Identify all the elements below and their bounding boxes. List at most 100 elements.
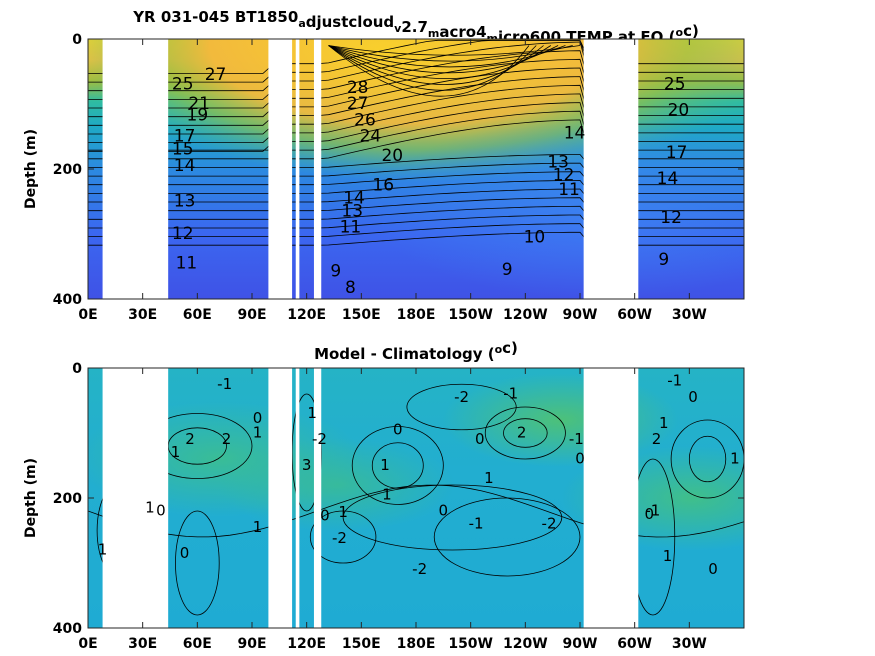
- contour-line: [328, 45, 573, 62]
- contour-label: 1: [253, 518, 263, 536]
- title-text: YR 031-045 BT1850: [132, 8, 298, 26]
- x-tick-label: 90W: [563, 307, 598, 323]
- contour-label: 0: [393, 420, 403, 438]
- contour-line: [351, 426, 444, 505]
- x-tick-label: 150E: [342, 636, 381, 652]
- contour-label: -1: [469, 515, 484, 533]
- land-mask-segment: [268, 39, 293, 299]
- contour-label: 2: [222, 430, 232, 448]
- contour-label: 14: [657, 169, 679, 189]
- bottom-y-axis-label: Depth (m): [23, 458, 39, 538]
- contour-label: 14: [174, 156, 196, 176]
- contour-label: 3: [302, 456, 312, 474]
- contour-label: 27: [205, 65, 227, 85]
- contour-label: 11: [176, 253, 198, 273]
- x-tick-label: 60W: [617, 636, 652, 652]
- contour-label: 14: [564, 123, 586, 143]
- contour-label: 17: [666, 143, 688, 163]
- x-tick-label: 150W: [448, 307, 493, 323]
- x-tick-label: 90W: [563, 636, 598, 652]
- x-tick-label: 120W: [503, 307, 548, 323]
- x-tick-label: 60E: [183, 636, 212, 652]
- x-tick-label: 120E: [287, 307, 326, 323]
- anomaly-contours: [88, 383, 744, 616]
- contour-line: [688, 435, 727, 483]
- land-mask-segment: [583, 39, 639, 299]
- y-tick-label: 400: [53, 292, 82, 308]
- contour-label: 2: [517, 424, 527, 442]
- contour-label: 27: [347, 94, 369, 114]
- x-tick-label: 0E: [78, 636, 97, 652]
- contour-label: 28: [347, 78, 369, 98]
- y-tick-label: 0: [72, 361, 82, 377]
- y-tick-label: 0: [72, 32, 82, 48]
- land-mask-segment: [295, 39, 300, 299]
- x-tick-label: 90E: [237, 636, 266, 652]
- contour-label: 12: [172, 224, 194, 244]
- contour-label: 8: [345, 278, 356, 298]
- top-panel-title: YR 031-045 BT1850adjustcloudv2.7macro4mi…: [132, 8, 699, 46]
- contour-line: [175, 510, 220, 616]
- land-mask: [102, 39, 639, 299]
- x-tick-label: 120W: [503, 636, 548, 652]
- contour-label: 19: [187, 106, 209, 126]
- contour-label: 25: [172, 75, 194, 95]
- land-mask-segment: [295, 368, 300, 628]
- contour-label: 13: [547, 153, 569, 173]
- temperature-panel: YR 031-045 BT1850adjustcloudv2.7macro4mi…: [23, 8, 745, 323]
- contour-label: 1: [663, 547, 673, 565]
- contour-label: 16: [372, 175, 394, 195]
- anomaly-field: [88, 368, 744, 628]
- contour-label: 0: [475, 430, 485, 448]
- contour-label: 9: [502, 260, 513, 280]
- contour-label: 0: [320, 507, 330, 525]
- contour-label: 1: [659, 414, 669, 432]
- contour-label: 13: [174, 192, 196, 212]
- contour-label: 1: [171, 443, 181, 461]
- contour-label: -1: [217, 375, 232, 393]
- land-mask: [102, 368, 639, 628]
- contour-line: [342, 484, 563, 551]
- contour-label: 11: [558, 180, 580, 200]
- land-mask-segment: [102, 368, 169, 628]
- contour-label: 1: [730, 450, 740, 468]
- x-tick-label: 150W: [448, 636, 493, 652]
- contour-label: 1: [484, 469, 494, 487]
- contour-label: 14: [343, 188, 365, 208]
- contour-label: 12: [553, 166, 575, 186]
- title-text: Model - Climatology (: [314, 345, 495, 363]
- contour-line: [328, 45, 552, 80]
- y-tick-label: 400: [53, 621, 82, 637]
- contour-label: 0: [708, 560, 718, 578]
- contour-label: 1: [307, 404, 317, 422]
- contour-label: 0: [180, 544, 190, 562]
- contour-label: -1: [645, 502, 660, 520]
- contour-line: [328, 45, 537, 91]
- contour-label: -2: [542, 515, 557, 533]
- bottom-panel-title: Model - Climatology (oc): [314, 339, 518, 363]
- contour-label: 0: [439, 502, 449, 520]
- y-tick-label: 200: [53, 491, 82, 507]
- contour-label: 0: [156, 502, 166, 520]
- land-mask-segment: [313, 368, 322, 628]
- temperature-contour-labels: 2725211917151413121128272624201614131198…: [172, 65, 689, 298]
- temperature-field: [88, 39, 744, 299]
- contour-label: 21: [188, 94, 210, 114]
- x-tick-label: 180E: [397, 636, 436, 652]
- bottom-panel-axes: 0E 30E 60E 90E 120E 150E 180E 150W 120W 90W 60W 30W…: [53, 361, 745, 652]
- x-tick-label: 60E: [183, 307, 212, 323]
- contour-label: 0: [575, 450, 585, 468]
- top-y-axis-label: Depth (m): [23, 129, 39, 209]
- land-mask-segment: [583, 368, 639, 628]
- contour-label: 1: [98, 541, 108, 559]
- contour-line: [406, 383, 517, 431]
- contour-line: [328, 45, 530, 97]
- top-panel-axes: 0E 30E 60E 90E 120E 150E 180E 150W 120W 90W 60W 30W…: [53, 32, 745, 323]
- contour-label: 1: [145, 498, 155, 516]
- contour-label: 9: [658, 250, 669, 270]
- x-tick-label: 0E: [78, 307, 97, 323]
- contour-label: 17: [174, 127, 196, 147]
- contour-line: [328, 45, 581, 56]
